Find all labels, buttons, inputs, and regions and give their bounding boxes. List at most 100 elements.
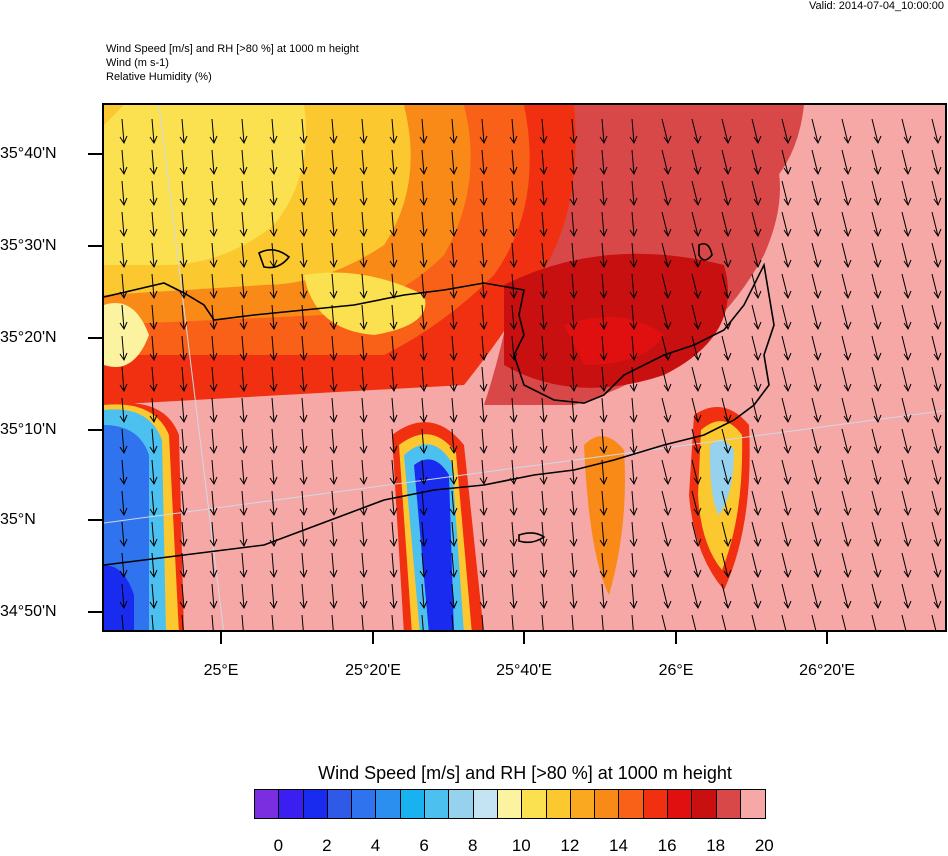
- wind-arrow: [239, 490, 248, 517]
- wind-arrow: [811, 335, 822, 362]
- wind-arrow: [781, 521, 792, 548]
- wind-arrow: [781, 118, 792, 145]
- wind-arrow: [901, 211, 912, 238]
- wind-arrow: [511, 614, 514, 630]
- lon-tick: [523, 632, 525, 644]
- wind-arrow: [239, 242, 248, 269]
- colorbar-label: 16: [657, 836, 677, 855]
- wind-arrow: [479, 273, 488, 300]
- wind-arrow: [149, 180, 158, 207]
- graticule: [104, 105, 945, 630]
- wind-arrow: [239, 118, 248, 145]
- wind-arrow: [149, 583, 158, 610]
- wind-arrow: [781, 304, 792, 331]
- colorbar-swatch: [643, 790, 669, 818]
- wind-arrow: [811, 614, 817, 630]
- wind-arrow: [781, 552, 792, 579]
- wind-arrow: [149, 490, 158, 517]
- wind-arrow: [599, 521, 608, 548]
- wind-arrow: [179, 459, 188, 486]
- colorbar-swatch: [497, 790, 523, 818]
- wind-arrow: [269, 304, 278, 331]
- lon-tick: [220, 632, 222, 644]
- wind-arrow: [931, 211, 942, 238]
- wind-arrow: [121, 614, 124, 630]
- wind-arrow: [599, 366, 608, 393]
- contour-red-core: [564, 317, 664, 365]
- wind-arrow: [569, 118, 578, 145]
- wind-arrow: [449, 583, 458, 610]
- wind-arrow: [209, 490, 218, 517]
- wind-arrow: [781, 428, 792, 455]
- wind-arrow: [329, 521, 338, 548]
- wind-arrow: [479, 304, 488, 331]
- wind-arrow: [751, 180, 762, 207]
- wind-arrow: [151, 614, 154, 630]
- wind-arrow: [209, 397, 218, 424]
- colorbar-label: 18: [706, 836, 726, 855]
- wind-arrow: [539, 428, 548, 455]
- wind-arrow: [449, 552, 458, 579]
- wind-arrow: [661, 459, 672, 486]
- lon-label: 26°E: [658, 662, 694, 679]
- wind-arrow: [179, 118, 188, 145]
- wind-arrow: [329, 304, 338, 331]
- wind-arrow: [449, 428, 458, 455]
- wind-arrow: [389, 397, 398, 424]
- title-line-3: Relative Humidity (%): [106, 71, 212, 83]
- wind-arrow: [479, 552, 488, 579]
- lat-tick: [88, 611, 102, 613]
- wind-arrow: [811, 521, 822, 548]
- wind-arrow: [599, 118, 608, 145]
- wind-arrow: [599, 583, 608, 610]
- wind-arrow: [721, 459, 732, 486]
- wind-arrow: [629, 180, 638, 207]
- wind-arrow: [209, 335, 218, 362]
- wind-arrow: [539, 521, 548, 548]
- wind-arrow: [329, 335, 338, 362]
- lon-label: 26°20'E: [799, 662, 855, 679]
- wind-arrow: [721, 428, 732, 455]
- wind-arrow: [599, 149, 608, 176]
- wind-arrow: [571, 614, 574, 630]
- wind-arrow: [871, 397, 882, 424]
- colorbar-label: 12: [560, 836, 580, 855]
- wind-arrow: [721, 242, 732, 269]
- lon-tick: [826, 632, 828, 644]
- colorbar-swatch: [327, 790, 353, 818]
- wind-arrow: [479, 149, 488, 176]
- wind-arrow: [181, 614, 184, 630]
- wind-arrow: [931, 366, 942, 393]
- wind-arrow: [179, 149, 188, 176]
- wind-arrow: [721, 521, 732, 548]
- wind-arrow: [661, 273, 672, 300]
- wind-arrow: [781, 149, 792, 176]
- lat-label: 35°10'N: [0, 421, 57, 438]
- wind-arrow: [509, 490, 518, 517]
- wind-arrow: [479, 459, 488, 486]
- wind-arrow: [721, 211, 732, 238]
- colorbar-label: 6: [419, 836, 429, 855]
- wind-arrow: [359, 428, 368, 455]
- wind-arrow: [871, 614, 877, 630]
- colorbar-swatch: [303, 790, 328, 818]
- wind-arrow: [299, 118, 308, 145]
- wind-arrow: [751, 149, 762, 176]
- wind-arrow: [569, 304, 578, 331]
- wind-arrow: [781, 273, 792, 300]
- wind-arrow: [539, 180, 548, 207]
- wind-arrow: [449, 118, 458, 145]
- wind-arrow: [179, 273, 188, 300]
- wind-arrow: [539, 304, 548, 331]
- wind-arrow: [781, 335, 792, 362]
- wind-arrow: [479, 521, 488, 548]
- wind-arrow: [269, 118, 278, 145]
- wind-arrow: [751, 242, 762, 269]
- wind-arrow: [599, 211, 608, 238]
- wind-arrow: [301, 614, 304, 630]
- wind-arrow: [269, 428, 278, 455]
- wind-arrow: [599, 180, 608, 207]
- lat-tick: [88, 153, 102, 155]
- wind-arrow: [239, 552, 248, 579]
- wind-arrow: [119, 242, 128, 269]
